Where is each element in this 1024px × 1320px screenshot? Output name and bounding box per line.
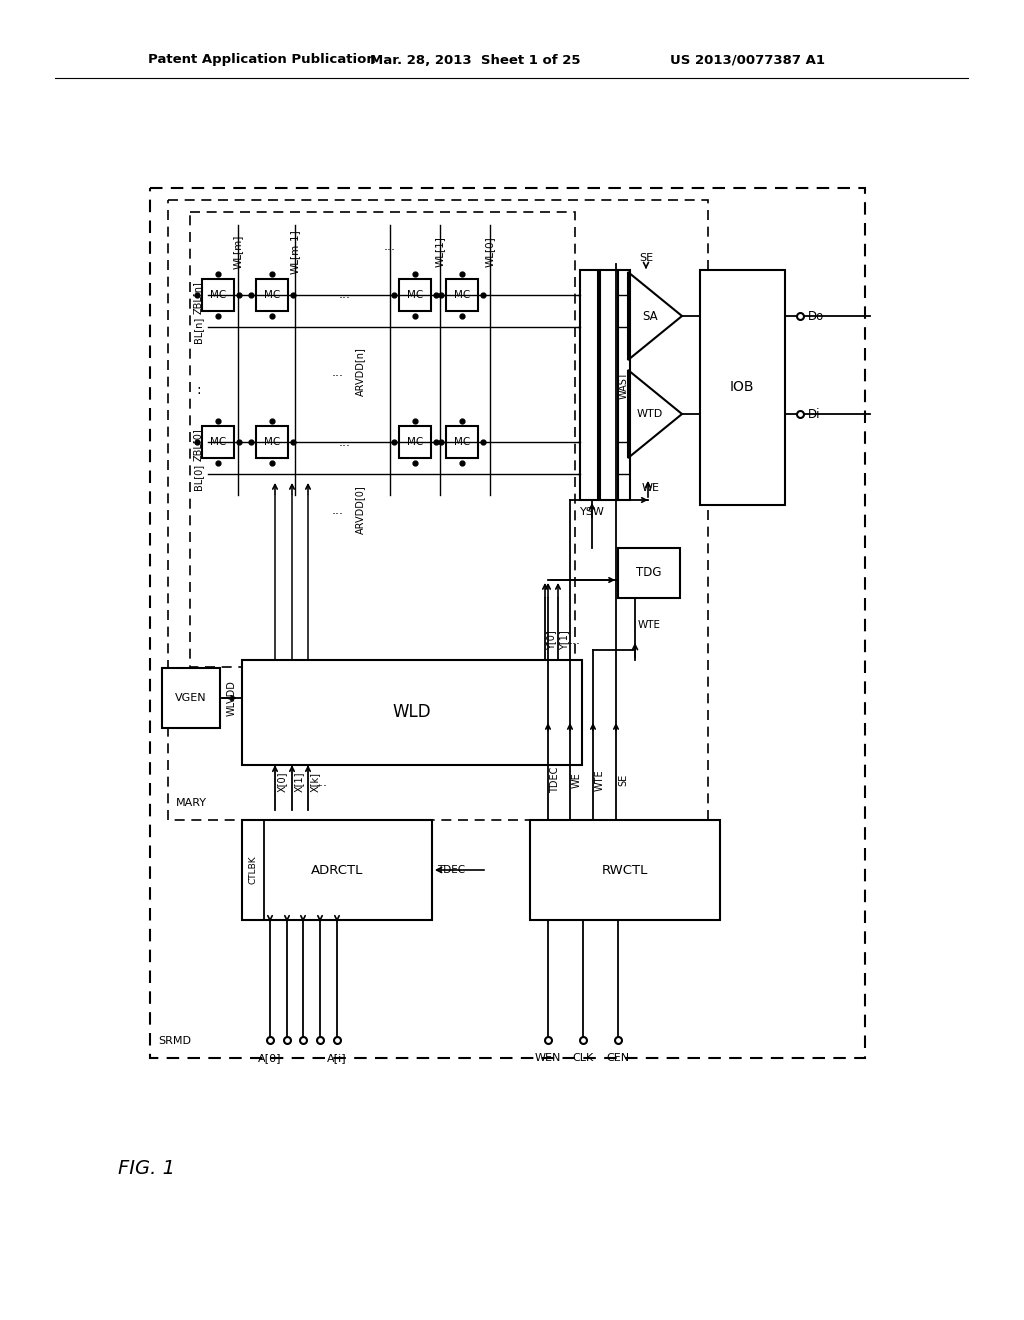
Text: MC: MC bbox=[407, 437, 423, 447]
Text: WEN: WEN bbox=[535, 1053, 561, 1063]
Text: ...: ... bbox=[569, 634, 581, 647]
Text: FIG. 1: FIG. 1 bbox=[118, 1159, 175, 1177]
Text: :: : bbox=[197, 383, 202, 397]
Text: Y[0]: Y[0] bbox=[546, 630, 556, 649]
Bar bbox=[580, 271, 598, 500]
Text: X[0]: X[0] bbox=[278, 772, 287, 792]
Text: TDG: TDG bbox=[636, 566, 662, 579]
Bar bbox=[202, 279, 234, 312]
Text: A[i]: A[i] bbox=[328, 1053, 347, 1063]
Text: WE: WE bbox=[572, 772, 582, 788]
Text: Di: Di bbox=[808, 408, 820, 421]
Text: Y[1]: Y[1] bbox=[559, 630, 569, 649]
Text: SE: SE bbox=[618, 774, 628, 787]
Text: ...: ... bbox=[384, 240, 396, 253]
Text: WLVDD: WLVDD bbox=[227, 680, 237, 715]
Text: MC: MC bbox=[454, 290, 470, 300]
Text: RWCTL: RWCTL bbox=[602, 863, 648, 876]
Text: BL[n]: BL[n] bbox=[193, 317, 203, 343]
Bar bbox=[256, 279, 288, 312]
Text: MARY: MARY bbox=[176, 799, 207, 808]
Bar bbox=[168, 201, 708, 820]
Text: ADRCTL: ADRCTL bbox=[311, 863, 364, 876]
Text: YSW: YSW bbox=[580, 507, 604, 517]
Text: SA: SA bbox=[642, 309, 657, 322]
Bar bbox=[530, 820, 720, 920]
Text: WL[m]: WL[m] bbox=[233, 235, 243, 269]
Text: X[k]: X[k] bbox=[310, 772, 319, 792]
Bar bbox=[202, 426, 234, 458]
Text: ARVDD[0]: ARVDD[0] bbox=[355, 486, 365, 535]
Text: WL[0]: WL[0] bbox=[485, 236, 495, 268]
Bar bbox=[399, 426, 431, 458]
Text: WL[1]: WL[1] bbox=[435, 236, 445, 268]
Text: A[0]: A[0] bbox=[258, 1053, 282, 1063]
Text: TDEC: TDEC bbox=[550, 767, 560, 793]
Text: MC: MC bbox=[264, 437, 281, 447]
Text: ZBL[n]: ZBL[n] bbox=[193, 281, 203, 314]
Text: TDEC: TDEC bbox=[437, 865, 465, 875]
Bar bbox=[162, 668, 220, 729]
Text: MC: MC bbox=[264, 290, 281, 300]
Bar bbox=[600, 271, 618, 500]
Text: CEN: CEN bbox=[606, 1053, 630, 1063]
Text: WLD: WLD bbox=[392, 704, 431, 721]
Text: MC: MC bbox=[407, 290, 423, 300]
Text: ARVDD[n]: ARVDD[n] bbox=[355, 347, 365, 396]
Text: WL[m-1]: WL[m-1] bbox=[290, 230, 300, 275]
Bar bbox=[242, 660, 582, 766]
Bar bbox=[446, 426, 478, 458]
Bar bbox=[242, 820, 432, 920]
Text: MC: MC bbox=[454, 437, 470, 447]
Text: WTE: WTE bbox=[638, 620, 662, 630]
Bar bbox=[700, 271, 785, 506]
Text: SE: SE bbox=[639, 253, 653, 263]
Text: WAST: WAST bbox=[618, 371, 629, 399]
Text: WE: WE bbox=[642, 483, 660, 492]
Bar bbox=[190, 213, 575, 667]
Text: ...: ... bbox=[339, 289, 351, 301]
Text: ZBL[0]: ZBL[0] bbox=[193, 429, 203, 462]
Bar bbox=[150, 187, 865, 1059]
Text: IOB: IOB bbox=[730, 380, 755, 393]
Text: US 2013/0077387 A1: US 2013/0077387 A1 bbox=[670, 54, 825, 66]
Text: WTD: WTD bbox=[637, 409, 664, 418]
Text: MC: MC bbox=[210, 290, 226, 300]
Bar bbox=[618, 548, 680, 598]
Text: ...: ... bbox=[316, 776, 328, 788]
Bar bbox=[618, 271, 630, 500]
Bar bbox=[256, 426, 288, 458]
Text: CTLBK: CTLBK bbox=[249, 855, 257, 884]
Text: CLK: CLK bbox=[572, 1053, 594, 1063]
Text: BL[0]: BL[0] bbox=[193, 463, 203, 490]
Text: Do: Do bbox=[808, 309, 824, 322]
Text: ...: ... bbox=[339, 436, 351, 449]
Text: Patent Application Publication: Patent Application Publication bbox=[148, 54, 376, 66]
Text: MC: MC bbox=[210, 437, 226, 447]
Text: VGEN: VGEN bbox=[175, 693, 207, 704]
Text: ...: ... bbox=[332, 503, 344, 516]
Text: ...: ... bbox=[332, 366, 344, 379]
Text: WTE: WTE bbox=[595, 770, 605, 791]
Bar bbox=[446, 279, 478, 312]
Text: SRMD: SRMD bbox=[158, 1036, 191, 1045]
Bar bbox=[399, 279, 431, 312]
Text: Mar. 28, 2013  Sheet 1 of 25: Mar. 28, 2013 Sheet 1 of 25 bbox=[370, 54, 581, 66]
Text: X[1]: X[1] bbox=[294, 772, 304, 792]
